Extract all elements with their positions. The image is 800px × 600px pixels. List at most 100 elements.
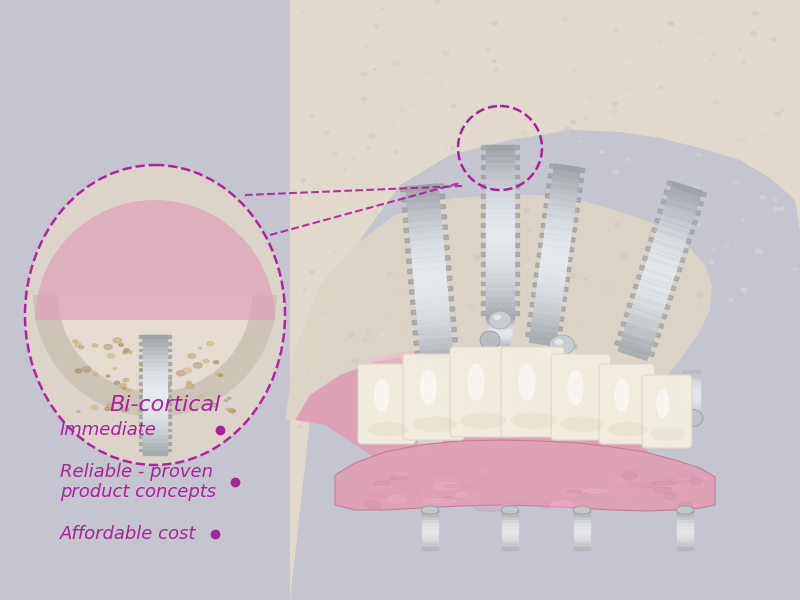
Bar (574, 523, 590, 527)
Bar (418, 439, 442, 443)
Bar (502, 510, 518, 514)
Bar (143, 355, 167, 359)
Bar (143, 335, 167, 339)
Bar (550, 355, 574, 356)
Bar (550, 359, 574, 361)
Bar (402, 194, 445, 202)
Ellipse shape (435, 206, 438, 208)
Bar (481, 145, 519, 149)
Ellipse shape (366, 331, 373, 335)
Ellipse shape (194, 363, 202, 368)
Ellipse shape (511, 254, 514, 256)
Ellipse shape (570, 120, 576, 124)
Ellipse shape (210, 403, 218, 407)
Ellipse shape (188, 353, 196, 358)
Bar (143, 415, 167, 419)
Ellipse shape (565, 134, 570, 139)
Ellipse shape (590, 96, 593, 98)
Bar (418, 431, 442, 436)
Bar (574, 533, 590, 536)
Ellipse shape (745, 31, 748, 33)
Bar (486, 268, 514, 274)
Bar (143, 371, 167, 375)
Bar (534, 273, 570, 281)
Ellipse shape (736, 177, 739, 179)
Ellipse shape (450, 146, 454, 149)
Bar (677, 523, 693, 527)
Bar (630, 293, 670, 310)
Bar (408, 266, 451, 274)
Bar (627, 317, 658, 332)
Ellipse shape (676, 506, 694, 514)
Ellipse shape (625, 61, 632, 65)
Ellipse shape (468, 353, 474, 357)
Ellipse shape (635, 484, 658, 487)
Bar (418, 417, 442, 421)
Bar (639, 265, 679, 281)
Bar (535, 295, 562, 304)
Ellipse shape (374, 68, 376, 70)
Bar (406, 190, 439, 199)
Bar (549, 347, 576, 349)
Bar (533, 283, 568, 292)
Bar (406, 245, 450, 253)
Ellipse shape (679, 409, 703, 427)
Ellipse shape (410, 149, 414, 152)
Bar (489, 331, 511, 332)
Ellipse shape (434, 478, 460, 481)
Ellipse shape (186, 384, 194, 389)
Ellipse shape (442, 485, 471, 488)
Polygon shape (290, 0, 800, 600)
Bar (481, 165, 519, 169)
Bar (418, 395, 442, 398)
Ellipse shape (397, 204, 399, 206)
Ellipse shape (760, 195, 766, 199)
Ellipse shape (407, 241, 410, 244)
Bar (143, 403, 167, 407)
Ellipse shape (720, 70, 726, 74)
Ellipse shape (436, 369, 442, 373)
Bar (417, 381, 443, 383)
Bar (403, 215, 446, 223)
Bar (481, 184, 519, 188)
FancyBboxPatch shape (358, 364, 415, 444)
Bar (420, 344, 452, 353)
Bar (486, 274, 514, 279)
Bar (486, 191, 514, 197)
Ellipse shape (310, 271, 314, 274)
Ellipse shape (777, 173, 779, 175)
Bar (410, 296, 454, 304)
Ellipse shape (541, 502, 551, 509)
Ellipse shape (474, 255, 480, 259)
Ellipse shape (656, 389, 670, 418)
Ellipse shape (550, 502, 574, 509)
Ellipse shape (787, 46, 794, 50)
Bar (658, 209, 698, 225)
Bar (418, 403, 442, 406)
Ellipse shape (463, 25, 466, 27)
Bar (481, 301, 519, 305)
Ellipse shape (417, 284, 421, 287)
Ellipse shape (158, 388, 162, 391)
Bar (408, 202, 440, 211)
Ellipse shape (229, 409, 235, 413)
Bar (418, 398, 442, 403)
Ellipse shape (665, 475, 696, 482)
Ellipse shape (432, 167, 437, 170)
Ellipse shape (575, 493, 589, 499)
FancyBboxPatch shape (450, 347, 513, 437)
Bar (553, 170, 579, 179)
Bar (486, 174, 514, 180)
Bar (677, 530, 693, 533)
Bar (422, 530, 438, 533)
Bar (410, 221, 442, 230)
Bar (530, 337, 556, 346)
Bar (574, 530, 590, 533)
Ellipse shape (441, 145, 443, 146)
Bar (143, 399, 167, 403)
Bar (671, 182, 702, 197)
Ellipse shape (398, 107, 406, 112)
Ellipse shape (718, 70, 720, 71)
Bar (626, 323, 656, 338)
Bar (415, 371, 445, 373)
